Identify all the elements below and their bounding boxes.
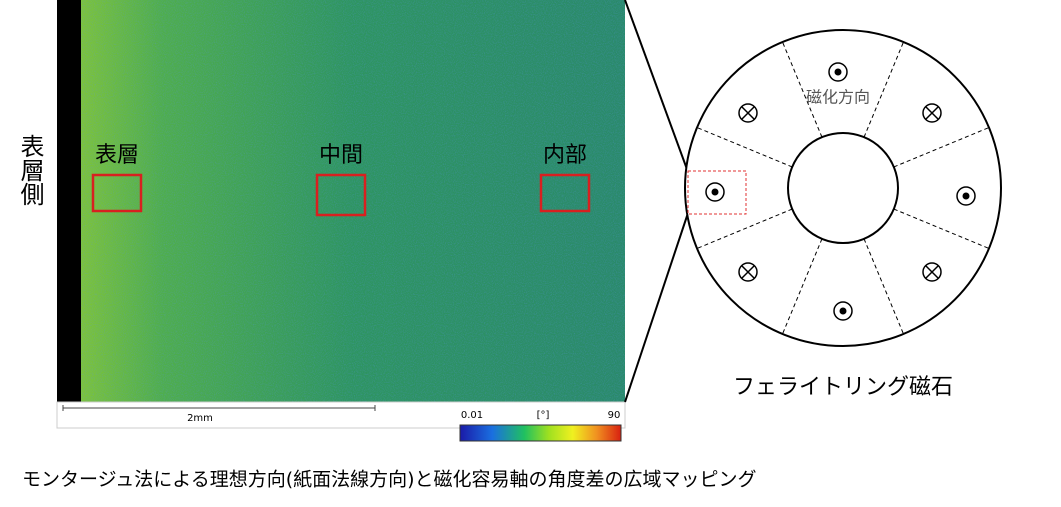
sector-divider: [696, 208, 793, 249]
ring-caption: フェライトリング磁石: [733, 375, 953, 400]
sector-divider: [782, 41, 823, 138]
sector-divider: [782, 238, 823, 335]
scale-label: 2mm: [187, 413, 213, 424]
colorbar-unit: [°]: [537, 410, 550, 421]
connector: [624, 0, 689, 173]
symbol-dot: [839, 307, 847, 315]
sector-divider: [893, 127, 990, 168]
colorbar-max: 90: [608, 410, 621, 421]
map-texture: [81, 0, 625, 402]
ring-magnet: [684, 29, 1002, 347]
side-label: 表層側: [16, 134, 44, 206]
symbol-dot: [834, 68, 842, 76]
sector-divider: [863, 238, 904, 335]
symbol-cross: [925, 265, 939, 279]
symbol-dot: [962, 192, 970, 200]
direction-label: 磁化方向: [806, 88, 870, 107]
figure-caption: モンタージュ法による理想方向(紙面法線方向)と磁化容易軸の角度差の広域マッピング: [22, 469, 757, 491]
sector-divider: [696, 127, 793, 168]
connector: [624, 212, 689, 403]
symbol-cross: [741, 106, 755, 120]
selection-box: [687, 170, 747, 215]
symbol-dot: [711, 188, 719, 196]
region-label: 内部: [543, 143, 587, 168]
colorbar: [459, 424, 622, 442]
region-label: 中間: [319, 143, 363, 168]
scale-bar: [62, 405, 376, 411]
region-box: [315, 173, 367, 217]
symbol-cross: [925, 106, 939, 120]
region-box: [539, 173, 591, 213]
legend-panel: [56, 401, 626, 429]
ring-inner: [787, 132, 899, 244]
sector-divider: [863, 41, 904, 138]
sector-divider: [893, 208, 990, 249]
symbol-cross: [741, 265, 755, 279]
region-box: [91, 173, 143, 213]
region-label: 表層: [95, 143, 139, 168]
colorbar-min: 0.01: [461, 410, 483, 421]
